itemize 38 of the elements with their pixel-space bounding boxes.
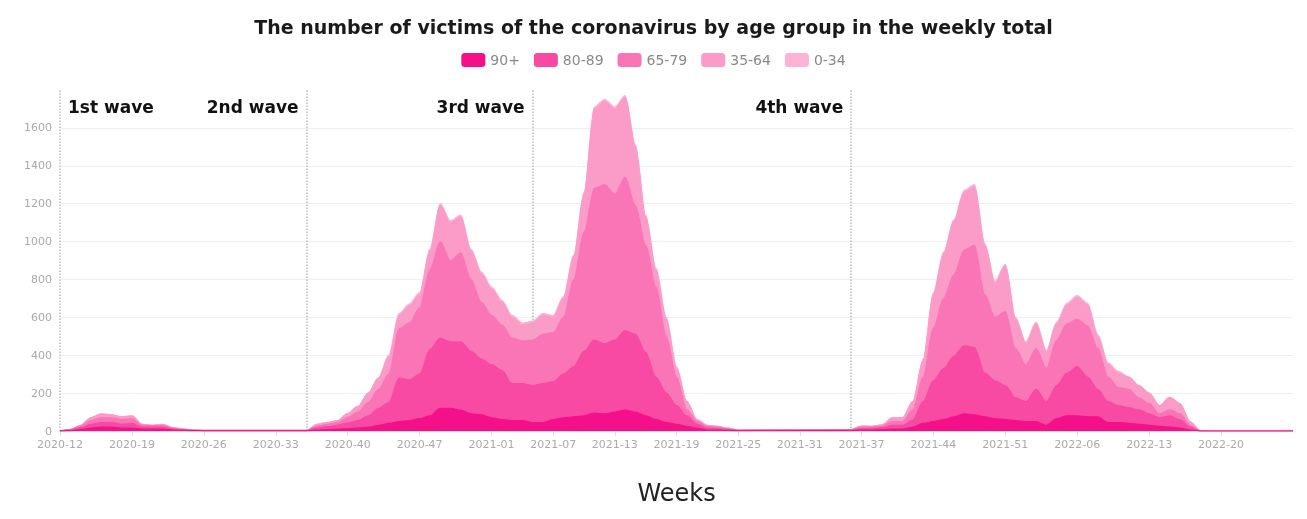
y-tick-label: 400 xyxy=(31,348,52,362)
y-tick-label: 0 xyxy=(45,424,52,438)
y-tick-label: 1200 xyxy=(24,197,52,211)
x-tick-label: 2021-13 xyxy=(591,438,638,451)
x-tick-label: 2022-06 xyxy=(1054,438,1101,451)
x-tick-label: 2020-47 xyxy=(396,438,443,451)
legend-label: 80-89 xyxy=(562,52,604,68)
x-tick-label: 2022-13 xyxy=(1126,438,1173,451)
x-tick-label: 2021-01 xyxy=(468,438,515,451)
x-tick-label: 2022-20 xyxy=(1198,438,1245,451)
y-tick-label: 600 xyxy=(31,310,52,324)
ref-line-label: 3rd wave xyxy=(436,96,525,117)
legend-label: 35-64 xyxy=(730,52,771,68)
chart-title: The number of victims of the coronavirus by age group in the weekly total xyxy=(254,15,1053,38)
legend-label: 90+ xyxy=(490,52,520,68)
ref-line-label: 1st wave xyxy=(68,96,154,117)
x-tick-label: 2020-12 xyxy=(37,438,83,451)
x-tick-label: 2021-07 xyxy=(530,438,577,451)
x-tick-label: 2021-31 xyxy=(776,438,823,451)
legend-label: 0-34 xyxy=(813,52,846,68)
x-tick-label: 2020-26 xyxy=(180,438,227,451)
x-tick-label: 2020-19 xyxy=(108,438,155,451)
legend-label: 65-79 xyxy=(646,52,688,68)
ref-line-label: 4th wave xyxy=(755,96,844,117)
x-tick-label: 2021-19 xyxy=(653,438,700,451)
x-tick-label: 2020-33 xyxy=(252,438,299,451)
x-tick-label: 2021-37 xyxy=(838,438,885,451)
x-tick-label: 2021-25 xyxy=(715,438,762,451)
y-tick-label: 1400 xyxy=(24,159,52,173)
y-tick-label: 200 xyxy=(31,386,52,400)
x-tick-label: 2020-40 xyxy=(324,438,371,451)
x-tick-label: 2021-44 xyxy=(910,438,957,451)
x-tick-label: 2021-51 xyxy=(982,438,1029,451)
ref-line-label: 2nd wave xyxy=(206,96,299,117)
y-tick-label: 1000 xyxy=(24,235,52,249)
y-tick-label: 1600 xyxy=(24,121,52,135)
y-tick-label: 800 xyxy=(31,272,52,286)
x-axis-title: Weeks xyxy=(637,479,716,507)
